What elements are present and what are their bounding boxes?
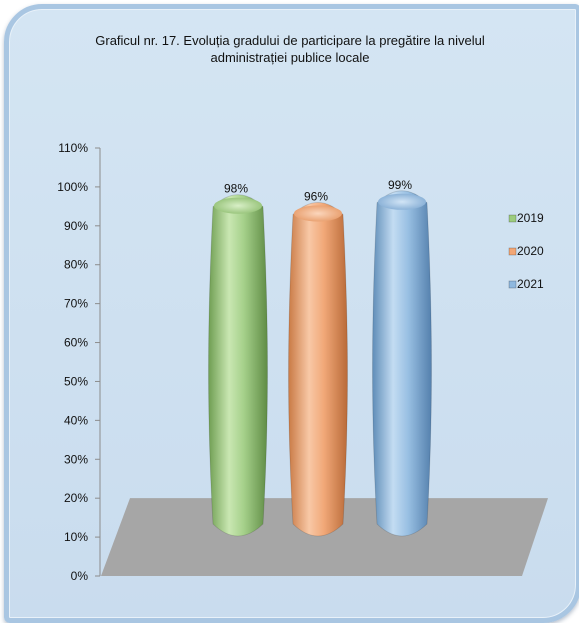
chart-title: Graficul nr. 17. Evoluția gradului de pa… bbox=[60, 32, 520, 66]
y-tick-label: 100% bbox=[57, 180, 88, 194]
data-label-2021: 99% bbox=[388, 178, 412, 192]
y-tick-label: 30% bbox=[64, 452, 88, 466]
y-tick-label: 40% bbox=[64, 413, 88, 427]
chart-title-line-1: Graficul nr. 17. Evoluția gradului de pa… bbox=[95, 33, 485, 48]
bar-2020 bbox=[288, 202, 348, 537]
legend-label-2021: 2021 bbox=[517, 277, 544, 291]
y-tick-label: 20% bbox=[64, 491, 88, 505]
y-tick-label: 70% bbox=[64, 297, 88, 311]
data-label-2019: 98% bbox=[224, 182, 248, 196]
legend-label-2020: 2020 bbox=[517, 244, 544, 258]
data-label-2020: 96% bbox=[304, 189, 328, 203]
y-tick-label: 10% bbox=[64, 530, 88, 544]
y-tick-label: 0% bbox=[71, 569, 89, 583]
bar-2021 bbox=[372, 190, 432, 537]
y-tick-label: 110% bbox=[58, 141, 88, 155]
y-tick-label: 50% bbox=[64, 374, 88, 388]
y-tick-label: 90% bbox=[64, 219, 88, 233]
chart-title-line-2: administrației publice locale bbox=[210, 50, 370, 65]
legend-swatch-2019 bbox=[508, 214, 517, 223]
legend-swatch-2020 bbox=[508, 247, 517, 256]
legend-swatch-2021 bbox=[508, 280, 517, 289]
bar-2019 bbox=[208, 194, 268, 537]
y-tick-label: 80% bbox=[64, 258, 88, 272]
bar-top-2020 bbox=[294, 205, 342, 222]
legend-label-2019: 2019 bbox=[517, 211, 544, 225]
y-tick-label: 60% bbox=[64, 336, 88, 350]
bar-top-2019 bbox=[214, 197, 262, 214]
bar-top-2021 bbox=[378, 193, 426, 210]
